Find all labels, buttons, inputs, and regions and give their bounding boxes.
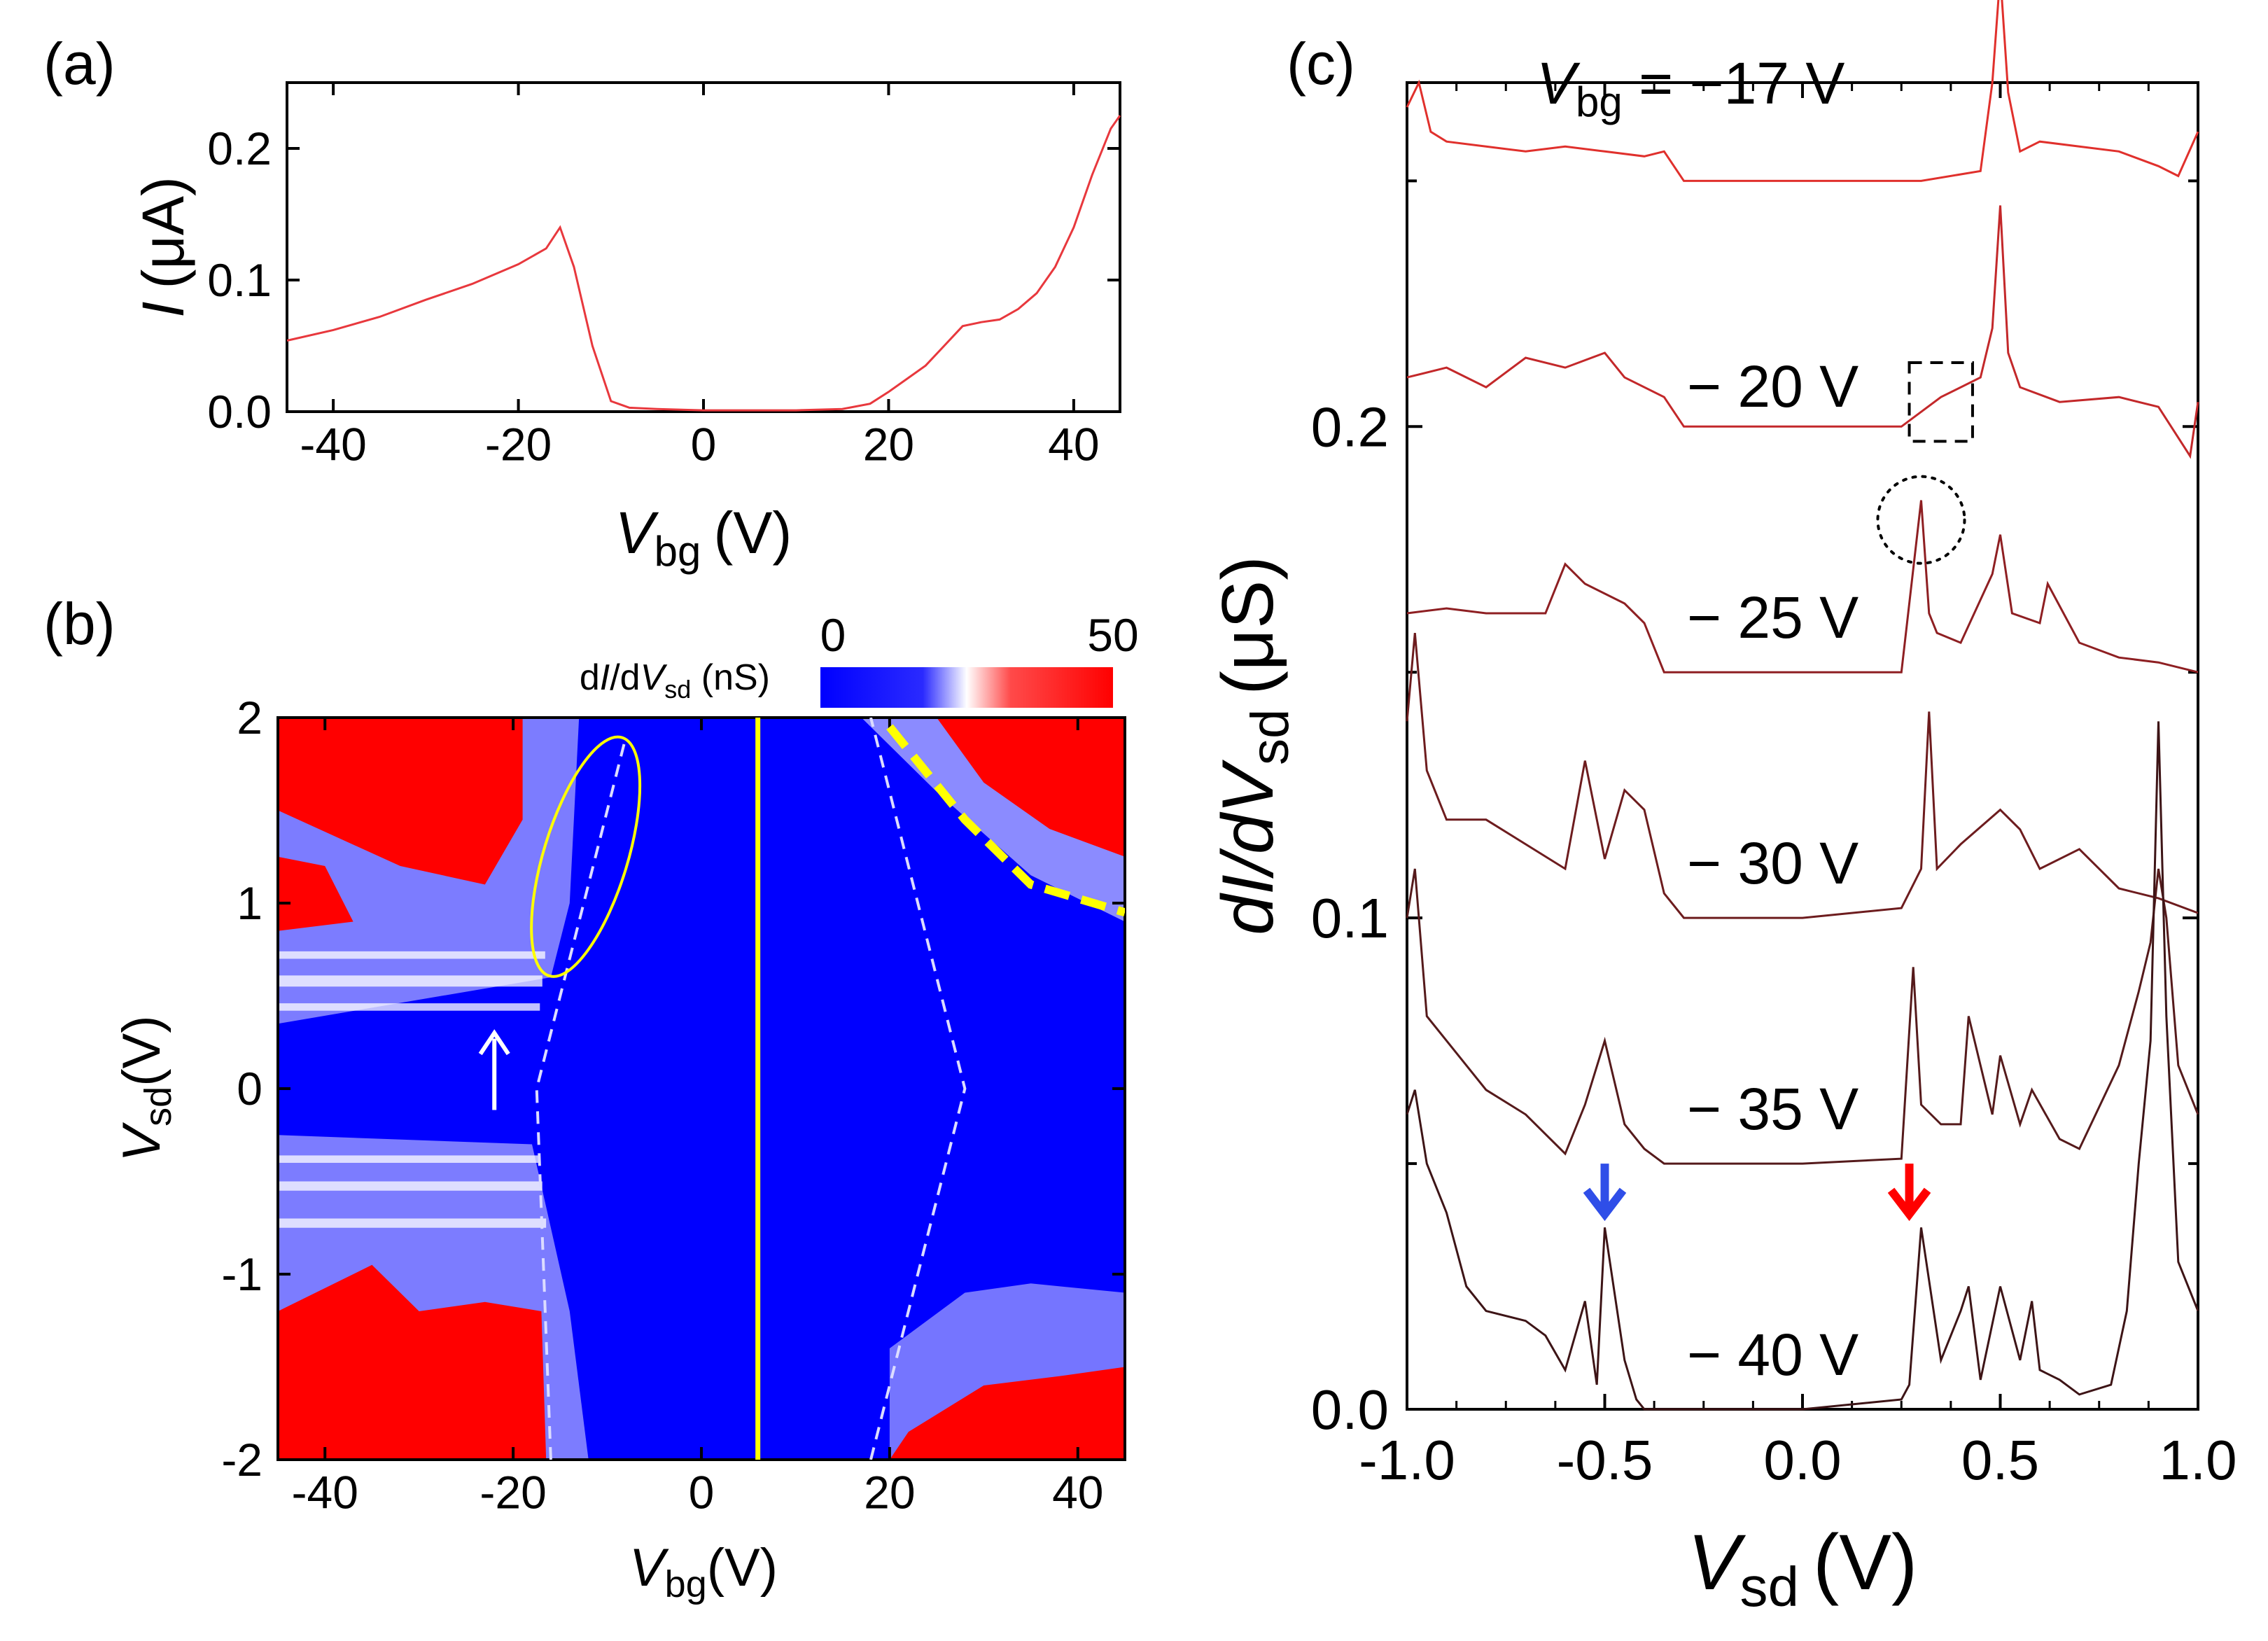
series-label: − 35 V — [1687, 1076, 1858, 1142]
series-label-sub: bg — [1576, 78, 1623, 125]
yellow-ellipse — [530, 735, 642, 978]
white-stripe — [278, 1218, 547, 1228]
current-curve — [286, 115, 1121, 412]
colored-arrow-head — [1887, 1187, 1931, 1222]
panel-label-a: (a) — [43, 31, 115, 97]
x-tick-label: 0.5 — [1961, 1429, 2039, 1491]
panel-b-ylabel: Vsd(V) — [112, 1015, 179, 1161]
y-tick-label: 2 — [237, 692, 262, 743]
series-label-rest: = −17 V — [1623, 50, 1845, 116]
x-tick-label: -40 — [300, 418, 366, 470]
white-stripe — [278, 951, 545, 959]
panel-c-plot: -1.0 -0.5 0.0 0.5 1.0 0.0 0.1 0.2 Vbg = −17 V − … — [1208, 0, 2237, 1618]
panel-c-ylabel: dI/dVsd(μS) — [1208, 556, 1300, 935]
panel-b-colormap — [278, 718, 1125, 1460]
dashed-box — [1907, 361, 1974, 443]
red-region-lower-left — [278, 1264, 547, 1460]
red-region-upper-left — [278, 718, 523, 885]
panel-a-ticks: -40 -20 0 20 40 0.0 0.1 0.2 — [207, 83, 1120, 470]
colorbar — [820, 667, 1113, 708]
dashed-guide-line — [535, 736, 628, 1460]
panel-b-xlabel: Vbg(V) — [629, 1538, 778, 1605]
panel-c-xlabel: Vsd (V) — [1688, 1518, 1918, 1618]
dotted-circle — [1876, 475, 1966, 565]
dIdV-curve — [1406, 205, 2199, 459]
x-tick-label: 40 — [1052, 1466, 1103, 1518]
red-region-lower-right — [889, 1367, 1125, 1460]
x-tick-label: -40 — [292, 1466, 358, 1518]
series-label: − 25 V — [1687, 585, 1858, 650]
colorbar-max-label: 50 — [1087, 609, 1138, 661]
panel-c-annotations — [1583, 361, 1974, 1222]
x-tick-label: 0.0 — [1763, 1429, 1841, 1491]
panel-label-b: (b) — [43, 591, 115, 657]
dIdV-curve — [1406, 868, 2199, 1165]
panel-c-ticks: -1.0 -0.5 0.0 0.5 1.0 0.0 0.1 0.2 — [1311, 83, 2237, 1491]
white-stripe — [278, 1155, 540, 1163]
panel-a-plot: -40 -20 0 20 40 0.0 0.1 0.2 Vbg (V) I(μA) — [130, 81, 1121, 575]
y-tick-label: 0.1 — [207, 254, 272, 306]
white-stripe — [278, 1003, 540, 1011]
panel-b-overlays — [530, 718, 1125, 1460]
dIdV-curve — [1406, 0, 2199, 182]
series-label: − 30 V — [1687, 830, 1858, 896]
panel-c-series-labels: Vbg = −17 V − 20 V − 25 V − 30 V − 35 V − 40 … — [1536, 50, 1858, 1388]
y-tick-label: 0.0 — [207, 386, 272, 438]
x-tick-label: 20 — [863, 418, 914, 470]
y-tick-label: -2 — [221, 1434, 262, 1486]
series-label: − 40 V — [1687, 1322, 1858, 1388]
panel-a-xlabel: Vbg (V) — [615, 500, 792, 575]
red-region-upper-left-small — [278, 856, 354, 931]
x-tick-label: 0 — [691, 418, 717, 470]
y-tick-label: 0.2 — [207, 123, 272, 174]
dIdV-curve — [1406, 632, 2199, 919]
y-tick-label: -1 — [221, 1248, 262, 1300]
panel-b-white-arrow — [478, 1029, 510, 1110]
series-label: Vbg = −17 V — [1536, 50, 1844, 125]
red-region-upper-right — [937, 718, 1125, 857]
colored-arrow-head — [1583, 1187, 1627, 1222]
panel-c-frame — [1406, 81, 2199, 1411]
series-label-v: V — [1536, 50, 1581, 116]
panel-label-c: (c) — [1287, 31, 1355, 97]
x-tick-label: 20 — [864, 1466, 915, 1518]
x-tick-label: -20 — [485, 418, 552, 470]
x-tick-label: -0.5 — [1557, 1429, 1653, 1491]
x-tick-label: -1.0 — [1359, 1429, 1455, 1491]
y-tick-label: 0.2 — [1311, 396, 1389, 458]
dIdV-curve — [1406, 500, 2199, 673]
dIdV-curve — [1406, 721, 2199, 1411]
panel-a-ylabel: I(μA) — [130, 176, 196, 318]
panel-a-frame — [286, 81, 1121, 413]
white-stripe — [278, 1181, 542, 1191]
x-tick-label: 40 — [1048, 418, 1099, 470]
x-tick-label: 0 — [689, 1466, 715, 1518]
series-label: − 20 V — [1687, 354, 1858, 419]
arrow-head — [478, 1029, 510, 1056]
white-stripe — [278, 975, 542, 987]
dashed-guide-line — [869, 718, 967, 1460]
y-tick-label: 0.0 — [1311, 1378, 1389, 1441]
panel-b-heatmap: -40 -20 0 20 40 -2 -1 0 1 2 0 50 dI/dVsd (nS) Vbg… — [112, 609, 1139, 1605]
panel-c-series — [1406, 0, 2199, 1411]
colorbar-title: dI/dVsd (nS) — [580, 657, 770, 704]
y-tick-label: 1 — [237, 877, 262, 929]
y-tick-label: 0.1 — [1311, 887, 1389, 949]
yellow-thick-dashed-curve — [886, 724, 1125, 917]
panel-a-series — [286, 115, 1121, 412]
colorbar-min-label: 0 — [820, 609, 846, 661]
x-tick-label: 1.0 — [2159, 1429, 2236, 1491]
x-tick-label: -20 — [479, 1466, 546, 1518]
y-tick-label: 0 — [237, 1063, 262, 1115]
